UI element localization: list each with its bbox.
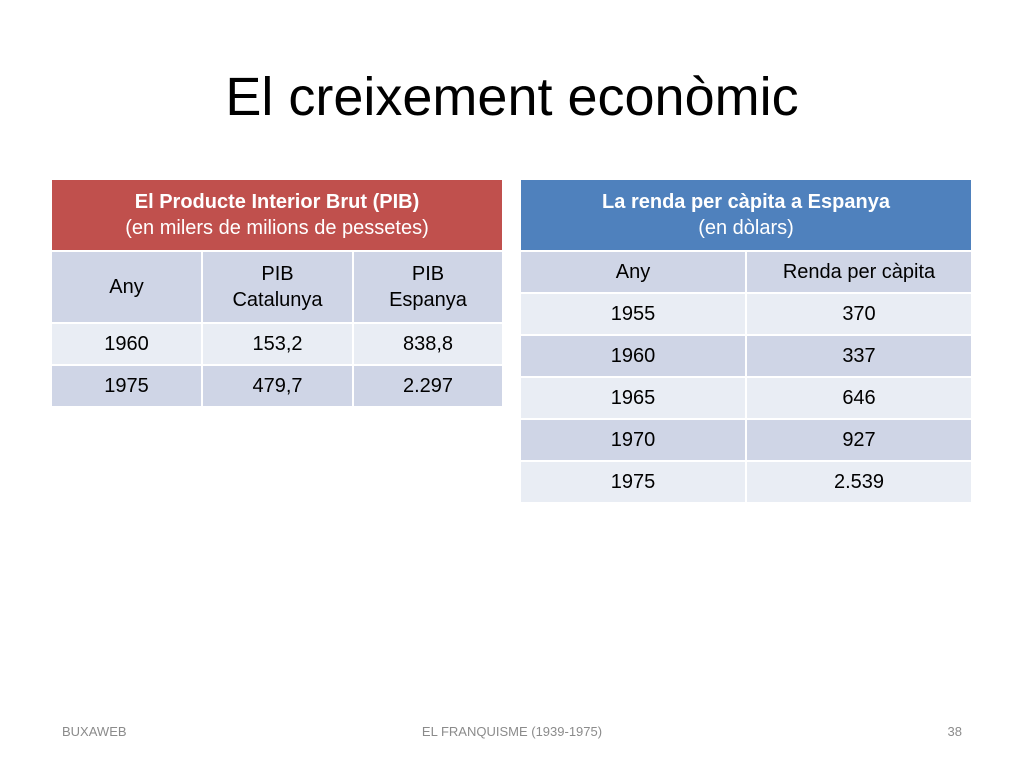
cell-text: 370 [842, 303, 876, 325]
cell-text: Any [615, 261, 651, 283]
slide-title: El creixement econòmic [225, 67, 799, 127]
column-header: Any [521, 252, 745, 292]
cell-text: 1960 [610, 345, 656, 367]
table-cell: 1970 [521, 420, 745, 460]
cell-text: 2.539 [833, 471, 885, 493]
table-cell: 1975 [521, 462, 745, 502]
cell-text: 1975 [104, 375, 149, 397]
cell-text: El Producte Interior Brut (PIB) [134, 191, 420, 213]
footer-right: 38 [947, 724, 962, 739]
table-cell: 1960 [52, 324, 201, 364]
table-cell: 838,8 [354, 324, 502, 364]
cell-text: 1955 [610, 303, 656, 325]
cell-text: 838,8 [402, 333, 454, 355]
column-header: Renda per càpita [747, 252, 971, 292]
cell-text: 1970 [610, 429, 656, 451]
cell-text: 1965 [610, 387, 656, 409]
footer-left: BUXAWEB [62, 724, 127, 739]
footer-center: EL FRANQUISME (1939-1975) [421, 724, 603, 739]
cell-text: 646 [842, 387, 876, 409]
table-header: La renda per càpita a Espanya (en dòlars) [521, 180, 971, 250]
table-cell: 1955 [521, 294, 745, 334]
column-header: PIB Espanya [354, 252, 502, 322]
table-cell: 479,7 [203, 366, 352, 406]
table-cell: 927 [747, 420, 971, 460]
cell-text: (en milers de milions de pessetes) [125, 217, 429, 239]
cell-text: (en dòlars) [698, 217, 794, 239]
table-cell: 646 [747, 378, 971, 418]
table-cell: 370 [747, 294, 971, 334]
column-header: Any [52, 252, 201, 322]
cell-text: PIB [411, 263, 445, 285]
table-cell: 1975 [52, 366, 201, 406]
cell-text: 1975 [610, 471, 656, 493]
cell-text: Renda per càpita [782, 261, 936, 283]
table-cell: 337 [747, 336, 971, 376]
table-cell: 153,2 [203, 324, 352, 364]
table-cell: 2.297 [354, 366, 502, 406]
table-cell: 1965 [521, 378, 745, 418]
cell-text: PIB [261, 263, 294, 285]
cell-text: Catalunya [232, 289, 323, 311]
cell-text: 337 [842, 345, 876, 367]
cell-text: Any [109, 276, 144, 298]
cell-text: Espanya [389, 289, 467, 311]
cell-text: 153,2 [252, 333, 303, 355]
cell-text: 2.297 [402, 375, 454, 397]
cell-text: 479,7 [252, 375, 303, 397]
table-cell: 2.539 [747, 462, 971, 502]
cell-text: 927 [842, 429, 876, 451]
cell-text: La renda per càpita a Espanya [602, 191, 890, 213]
cell-text: 1960 [104, 333, 149, 355]
column-header: PIB Catalunya [203, 252, 352, 322]
table-cell: 1960 [521, 336, 745, 376]
table-header: El Producte Interior Brut (PIB) (en miler… [52, 180, 502, 250]
